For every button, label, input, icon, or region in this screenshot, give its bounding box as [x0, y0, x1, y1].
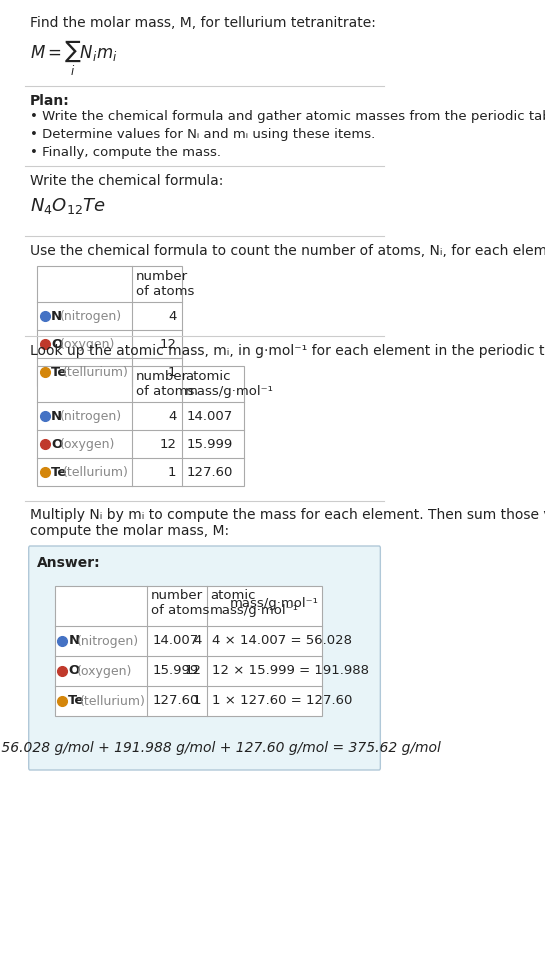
Text: 14.007: 14.007 — [187, 409, 233, 423]
Text: 12: 12 — [160, 438, 177, 450]
Bar — [37, 266, 182, 386]
Text: • Write the chemical formula and gather atomic masses from the periodic table.: • Write the chemical formula and gather … — [30, 110, 545, 123]
Text: • Finally, compute the mass.: • Finally, compute the mass. — [30, 146, 221, 159]
Text: Te: Te — [68, 694, 84, 707]
Text: Plan:: Plan: — [30, 94, 70, 108]
Text: Use the chemical formula to count the number of atoms, Nᵢ, for each element:: Use the chemical formula to count the nu… — [30, 244, 545, 258]
Text: Te: Te — [51, 365, 68, 379]
Text: compute the molar mass, M:: compute the molar mass, M: — [30, 524, 229, 538]
Text: Answer:: Answer: — [37, 556, 100, 570]
Text: N: N — [51, 310, 62, 322]
Text: 15.999: 15.999 — [187, 438, 233, 450]
Text: Te: Te — [51, 466, 68, 479]
Text: 1: 1 — [168, 365, 177, 379]
Text: number
of atoms: number of atoms — [136, 270, 194, 298]
Text: (nitrogen): (nitrogen) — [77, 635, 139, 647]
Text: number
of atoms: number of atoms — [136, 370, 194, 398]
Text: 12 × 15.999 = 191.988: 12 × 15.999 = 191.988 — [212, 664, 369, 678]
Text: O: O — [51, 438, 62, 450]
Text: (oxygen): (oxygen) — [60, 337, 115, 351]
Bar — [55, 586, 322, 716]
Text: (oxygen): (oxygen) — [60, 438, 115, 450]
Text: 1: 1 — [168, 466, 177, 479]
Text: 4: 4 — [168, 409, 177, 423]
Text: (tellurium): (tellurium) — [63, 365, 129, 379]
Text: Find the molar mass, M, for tellurium tetranitrate:: Find the molar mass, M, for tellurium te… — [30, 16, 376, 30]
Text: O: O — [51, 337, 62, 351]
Text: Multiply Nᵢ by mᵢ to compute the mass for each element. Then sum those values to: Multiply Nᵢ by mᵢ to compute the mass fo… — [30, 508, 545, 522]
Text: O: O — [68, 664, 80, 678]
Text: 12: 12 — [160, 337, 177, 351]
Text: M = 56.028 g/mol + 191.988 g/mol + 127.60 g/mol = 375.62 g/mol: M = 56.028 g/mol + 191.988 g/mol + 127.6… — [0, 741, 440, 755]
Text: 4: 4 — [193, 635, 202, 647]
Text: 1: 1 — [193, 694, 202, 707]
Bar — [37, 366, 245, 486]
Text: N: N — [51, 409, 62, 423]
Text: 4 × 14.007 = 56.028: 4 × 14.007 = 56.028 — [212, 635, 352, 647]
Text: N: N — [68, 635, 80, 647]
FancyBboxPatch shape — [29, 546, 380, 770]
Text: $N_4O_{12}Te$: $N_4O_{12}Te$ — [30, 196, 106, 216]
Text: atomic
mass/g·mol⁻¹: atomic mass/g·mol⁻¹ — [185, 370, 274, 398]
Text: (tellurium): (tellurium) — [80, 694, 146, 707]
Text: number
of atoms: number of atoms — [151, 589, 209, 617]
Text: Look up the atomic mass, mᵢ, in g·mol⁻¹ for each element in the periodic table:: Look up the atomic mass, mᵢ, in g·mol⁻¹ … — [30, 344, 545, 358]
Text: 127.60: 127.60 — [187, 466, 233, 479]
Text: mass/g·mol⁻¹: mass/g·mol⁻¹ — [230, 597, 319, 610]
Text: $M = \sum_{i} N_i m_i$: $M = \sum_{i} N_i m_i$ — [30, 38, 117, 78]
Text: (nitrogen): (nitrogen) — [60, 409, 122, 423]
Text: 1 × 127.60 = 127.60: 1 × 127.60 = 127.60 — [212, 694, 353, 707]
Text: (oxygen): (oxygen) — [77, 664, 132, 678]
Text: 4: 4 — [168, 310, 177, 322]
Text: 15.999: 15.999 — [153, 664, 199, 678]
Text: (tellurium): (tellurium) — [63, 466, 129, 479]
Text: Write the chemical formula:: Write the chemical formula: — [30, 174, 223, 188]
Text: atomic
mass/g·mol⁻¹: atomic mass/g·mol⁻¹ — [210, 589, 299, 617]
Text: 12: 12 — [185, 664, 202, 678]
Text: • Determine values for Nᵢ and mᵢ using these items.: • Determine values for Nᵢ and mᵢ using t… — [30, 128, 376, 141]
Text: 14.007: 14.007 — [153, 635, 199, 647]
Text: (nitrogen): (nitrogen) — [60, 310, 122, 322]
Text: 127.60: 127.60 — [153, 694, 199, 707]
